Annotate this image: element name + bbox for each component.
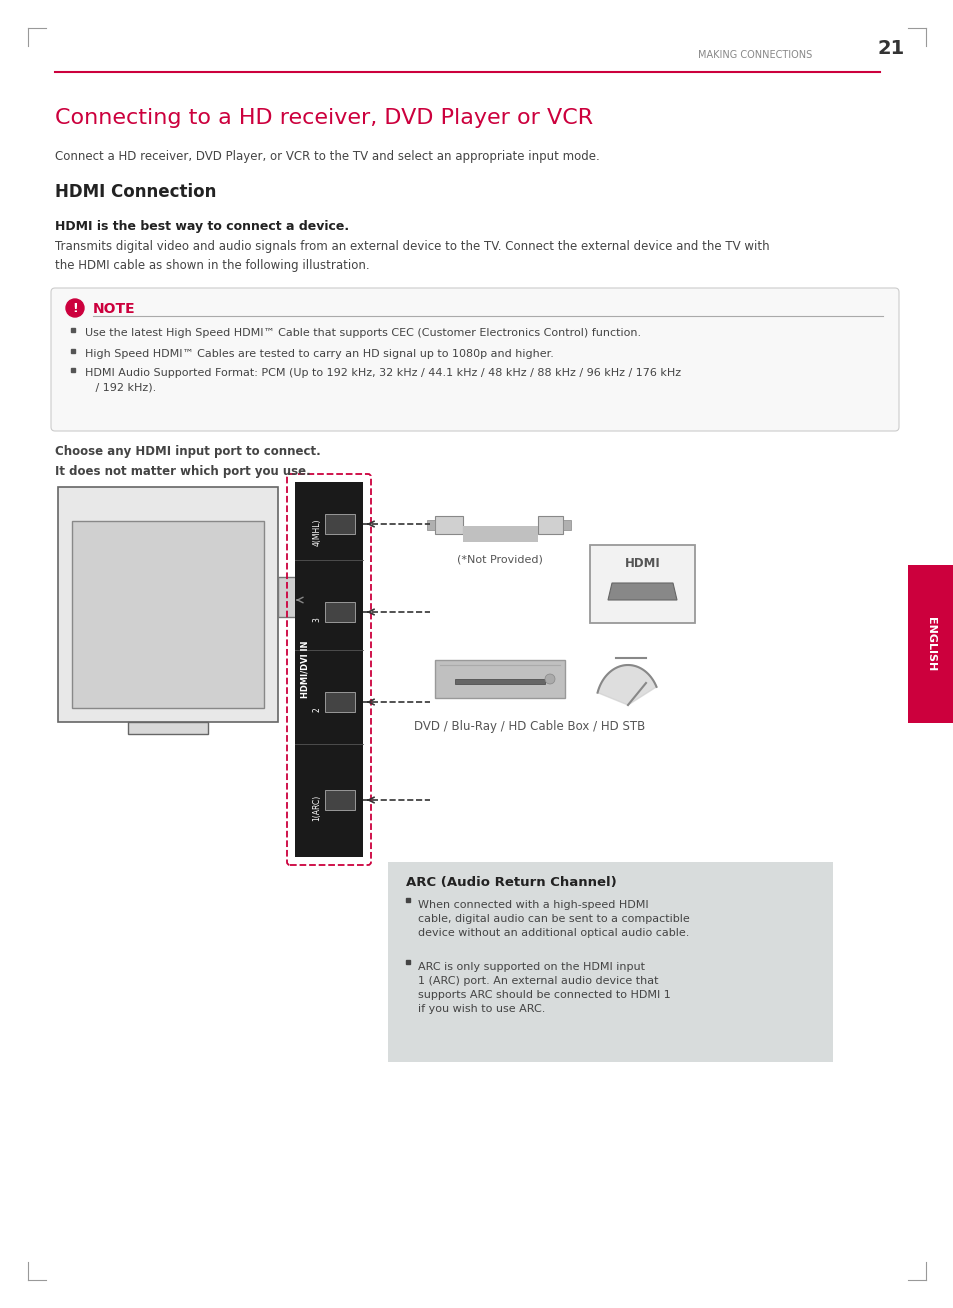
Circle shape <box>544 674 555 684</box>
FancyBboxPatch shape <box>51 288 898 432</box>
Text: 1(ARC): 1(ARC) <box>313 795 321 821</box>
Text: 1 (ARC) port. An external audio device that: 1 (ARC) port. An external audio device t… <box>417 976 658 986</box>
Bar <box>562 521 571 530</box>
Text: Choose any HDMI input port to connect.
It does not matter which port you use.: Choose any HDMI input port to connect. I… <box>55 445 320 477</box>
Text: DVD / Blu-Ray / HD Cable Box / HD STB: DVD / Blu-Ray / HD Cable Box / HD STB <box>414 719 645 732</box>
Bar <box>325 692 355 712</box>
Bar <box>455 679 544 684</box>
Bar <box>427 521 435 530</box>
Text: 4(MHL): 4(MHL) <box>313 518 321 545</box>
Bar <box>435 515 462 534</box>
Text: HDMI is the best way to connect a device.: HDMI is the best way to connect a device… <box>55 220 349 233</box>
Text: HDMI: HDMI <box>624 557 659 570</box>
Text: ARC is only supported on the HDMI input: ARC is only supported on the HDMI input <box>417 961 644 972</box>
Polygon shape <box>597 664 656 705</box>
Text: cable, digital audio can be sent to a compactible: cable, digital audio can be sent to a co… <box>417 914 689 923</box>
Text: 3: 3 <box>313 617 321 623</box>
Bar <box>71 521 264 708</box>
Text: High Speed HDMI™ Cables are tested to carry an HD signal up to 1080p and higher.: High Speed HDMI™ Cables are tested to ca… <box>85 349 554 358</box>
Bar <box>907 565 953 723</box>
Text: HDMI/DVI IN: HDMI/DVI IN <box>300 641 309 698</box>
Text: Use the latest High Speed HDMI™ Cable that supports CEC (Customer Electronics Co: Use the latest High Speed HDMI™ Cable th… <box>85 328 640 337</box>
Text: Transmits digital video and audio signals from an external device to the TV. Con: Transmits digital video and audio signal… <box>55 239 769 272</box>
Text: Connect a HD receiver, DVD Player, or VCR to the TV and select an appropriate in: Connect a HD receiver, DVD Player, or VC… <box>55 150 599 164</box>
Bar <box>325 790 355 810</box>
Text: ENGLISH: ENGLISH <box>925 617 935 671</box>
Bar <box>325 514 355 534</box>
Text: (*Not Provided): (*Not Provided) <box>456 555 542 564</box>
Text: MAKING CONNECTIONS: MAKING CONNECTIONS <box>698 50 811 60</box>
Bar <box>589 545 695 623</box>
Text: device without an additional optical audio cable.: device without an additional optical aud… <box>417 927 689 938</box>
Circle shape <box>66 300 84 317</box>
Text: if you wish to use ARC.: if you wish to use ARC. <box>417 1005 545 1014</box>
Bar <box>325 602 355 623</box>
Text: NOTE: NOTE <box>92 302 135 317</box>
Bar <box>58 487 277 722</box>
Text: 21: 21 <box>877 39 904 58</box>
Bar <box>537 515 562 534</box>
Text: When connected with a high-speed HDMI: When connected with a high-speed HDMI <box>417 900 648 910</box>
Polygon shape <box>607 583 677 600</box>
Text: 2: 2 <box>313 708 321 713</box>
Text: Connecting to a HD receiver, DVD Player or VCR: Connecting to a HD receiver, DVD Player … <box>55 109 593 128</box>
Text: ARC (Audio Return Channel): ARC (Audio Return Channel) <box>406 876 616 889</box>
Bar <box>277 577 299 617</box>
Bar <box>128 722 208 734</box>
Text: HDMI Connection: HDMI Connection <box>55 183 216 201</box>
Bar <box>294 483 363 857</box>
Text: HDMI Audio Supported Format: PCM (Up to 192 kHz, 32 kHz / 44.1 kHz / 48 kHz / 88: HDMI Audio Supported Format: PCM (Up to … <box>85 368 680 392</box>
Bar <box>435 661 564 698</box>
Bar <box>388 862 832 1062</box>
Text: !: ! <box>72 302 78 314</box>
Text: supports ARC should be connected to HDMI 1: supports ARC should be connected to HDMI… <box>417 990 670 1001</box>
